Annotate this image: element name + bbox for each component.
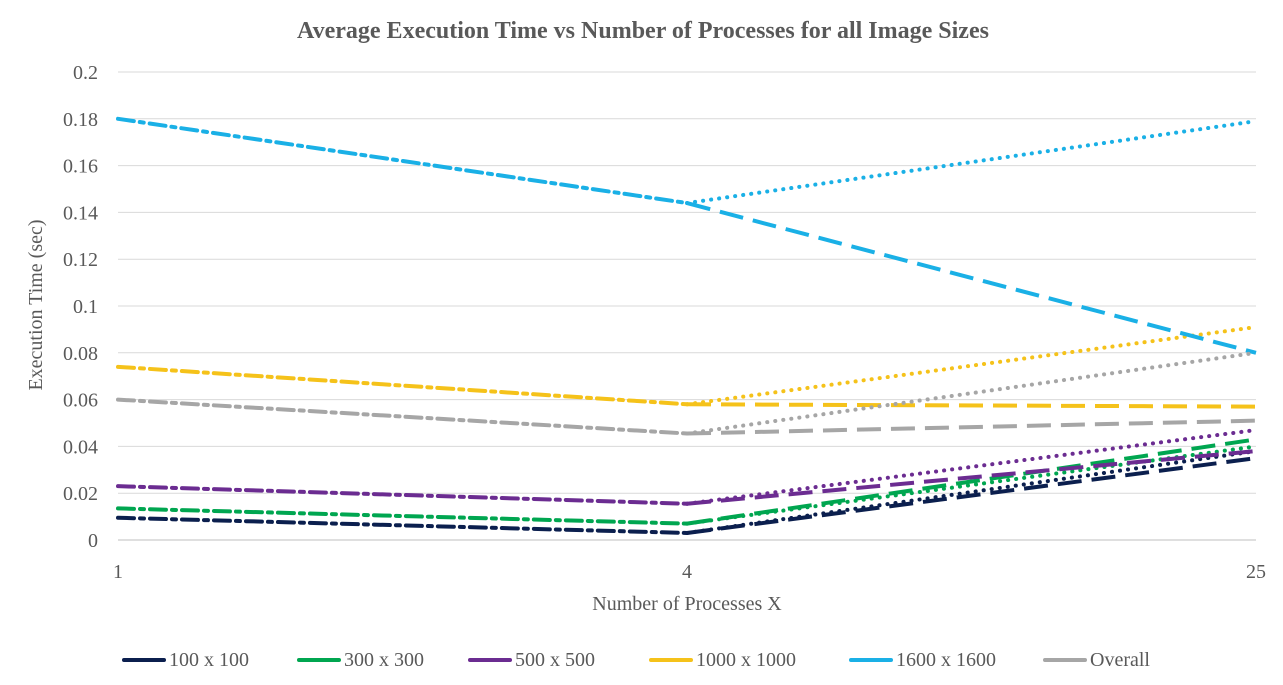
- y-tick-label: 0.08: [63, 343, 98, 365]
- legend-label: 1000 x 1000: [696, 649, 796, 671]
- y-tick-label: 0.14: [63, 202, 98, 224]
- x-tick-label: 1: [113, 561, 123, 583]
- series-segment-dashed: [686, 449, 1257, 506]
- x-tick-label: 4: [682, 561, 692, 583]
- y-tick-label: 0.06: [63, 390, 98, 412]
- x-tick-labels: 1 4 25: [113, 561, 1266, 583]
- series-segment-dashdot: [116, 116, 689, 206]
- y-tick-labels: 0 0.02 0.04 0.06 0.08 0.1 0.12 0.14 0.16 0.18 0.2: [63, 62, 98, 552]
- series-lines: [116, 116, 1258, 535]
- legend-label: 300 x 300: [344, 649, 424, 671]
- y-tick-label: 0.16: [63, 156, 98, 178]
- series-segment-dotted: [685, 325, 1258, 407]
- legend-label: 500 x 500: [515, 649, 595, 671]
- series-segment-dashdot: [116, 397, 689, 436]
- series-segment-dashdot: [116, 506, 689, 526]
- series-segment-dashed: [686, 201, 1257, 355]
- series-segment-dotted: [685, 428, 1258, 506]
- x-tick-label: 25: [1246, 561, 1266, 583]
- series-segment-dashdot: [116, 364, 689, 407]
- gridlines: [118, 71, 1256, 541]
- series-segment-dotted: [685, 119, 1258, 206]
- series-segment-dashed: [686, 456, 1257, 535]
- series-segment-dashdot: [116, 515, 689, 535]
- series-segment-dotted: [685, 449, 1258, 535]
- series-segment-dashed: [686, 437, 1257, 526]
- y-tick-label: 0.2: [73, 62, 98, 84]
- y-tick-label: 0.1: [73, 296, 98, 318]
- y-tick-label: 0.02: [63, 483, 98, 505]
- series-segment-dashdot: [116, 484, 689, 506]
- y-tick-label: 0.04: [63, 436, 98, 458]
- series-segment-dashed: [686, 418, 1257, 436]
- legend-label: 1600 x 1600: [896, 649, 996, 671]
- x-axis-label: Number of Processes X: [592, 593, 782, 615]
- y-axis-label: Execution Time (sec): [25, 219, 47, 390]
- chart-title: Average Execution Time vs Number of Proc…: [297, 18, 989, 44]
- y-tick-label: 0.12: [63, 249, 98, 271]
- legend-label: Overall: [1090, 649, 1150, 671]
- series-segment-dotted: [685, 350, 1258, 436]
- legend-label: 100 x 100: [169, 649, 249, 671]
- y-tick-label: 0: [88, 530, 98, 552]
- y-tick-label: 0.18: [63, 109, 98, 131]
- series-segment-dashed: [686, 402, 1257, 409]
- legend: 100 x 100 300 x 300 500 x 500 1000 x 1000 16…: [122, 649, 1150, 671]
